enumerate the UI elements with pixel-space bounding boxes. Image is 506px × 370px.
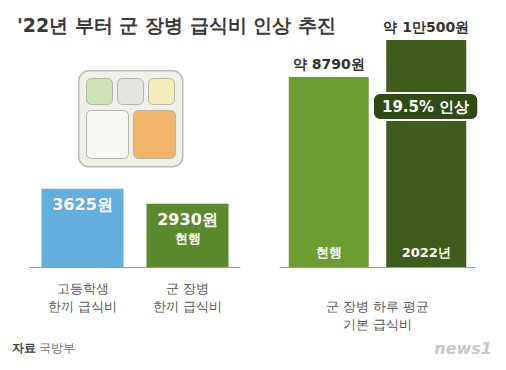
svg-text:2930원: 2930원	[157, 210, 218, 229]
svg-text:현행: 현행	[175, 231, 201, 246]
svg-text:약 8790원: 약 8790원	[293, 56, 365, 72]
svg-text:국방부: 국방부	[39, 341, 75, 355]
svg-text:군 장병: 군 장병	[166, 281, 209, 296]
svg-text:한끼 급식비: 한끼 급식비	[48, 299, 117, 314]
svg-text:약 1만500원: 약 1만500원	[383, 19, 469, 35]
svg-text:한끼 급식비: 한끼 급식비	[153, 299, 222, 314]
svg-text:고등학생: 고등학생	[57, 281, 109, 296]
svg-text:2022년: 2022년	[402, 245, 451, 260]
svg-text:자료: 자료	[12, 341, 36, 355]
svg-text:3625원: 3625원	[52, 195, 113, 214]
svg-text:군 장병 하루 평균: 군 장병 하루 평균	[326, 299, 429, 314]
svg-text:현행: 현행	[316, 245, 342, 260]
svg-text:기본 급식비: 기본 급식비	[343, 317, 412, 332]
svg-text:'22년 부터 군 장병 급식비 인상 추진: '22년 부터 군 장병 급식비 인상 추진	[17, 14, 336, 36]
svg-text:news1: news1	[434, 339, 492, 358]
svg-text:19.5% 인상: 19.5% 인상	[382, 98, 469, 116]
